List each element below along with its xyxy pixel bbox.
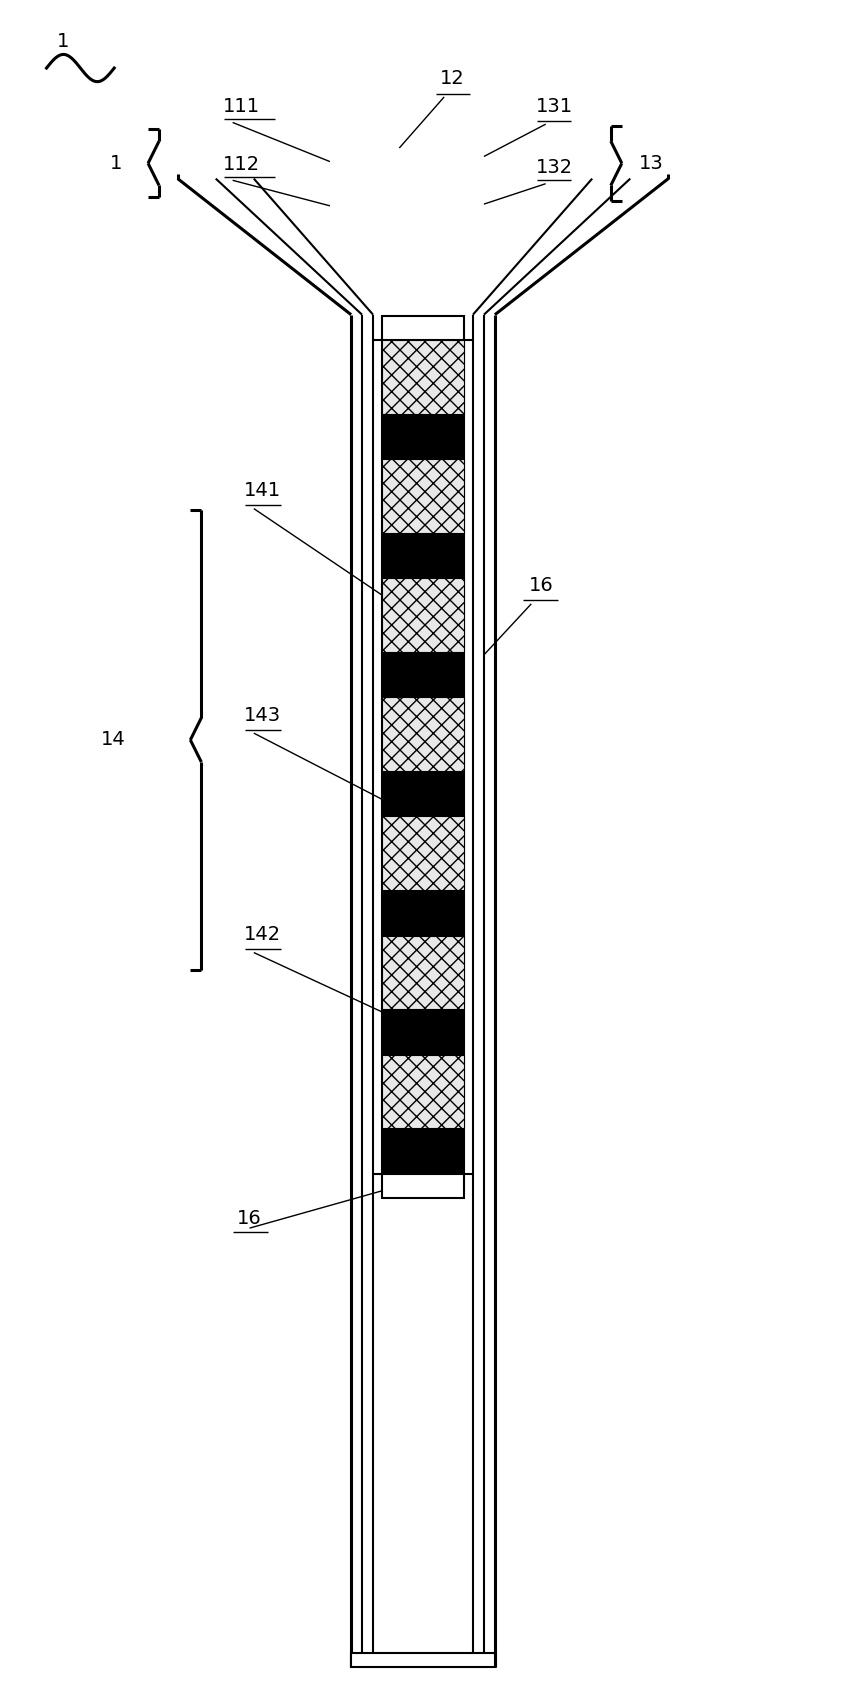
Bar <box>382 1174 464 1198</box>
Bar <box>382 816 464 890</box>
Text: 132: 132 <box>536 158 573 177</box>
Bar <box>382 413 464 459</box>
Text: 131: 131 <box>536 97 573 116</box>
Bar <box>382 697 464 771</box>
Text: 1: 1 <box>58 32 69 51</box>
Text: 111: 111 <box>222 97 260 116</box>
Bar <box>382 578 464 651</box>
Bar <box>382 890 464 936</box>
Text: 13: 13 <box>639 153 663 174</box>
Bar <box>382 1128 464 1174</box>
Text: 143: 143 <box>244 706 281 725</box>
Text: 16: 16 <box>237 1209 262 1228</box>
Text: 12: 12 <box>440 70 465 88</box>
Text: 16: 16 <box>529 577 554 595</box>
Text: 142: 142 <box>244 925 281 944</box>
Text: 112: 112 <box>222 155 260 174</box>
Bar <box>382 340 464 413</box>
Bar <box>382 1009 464 1055</box>
Bar <box>382 936 464 1009</box>
Bar <box>382 459 464 532</box>
Bar <box>382 651 464 697</box>
Text: 141: 141 <box>244 481 281 500</box>
Bar <box>351 1653 495 1667</box>
Bar <box>382 532 464 578</box>
Bar <box>382 316 464 340</box>
Bar <box>382 771 464 816</box>
Bar <box>382 1055 464 1128</box>
Text: 1: 1 <box>110 153 123 174</box>
Text: 14: 14 <box>101 730 125 750</box>
